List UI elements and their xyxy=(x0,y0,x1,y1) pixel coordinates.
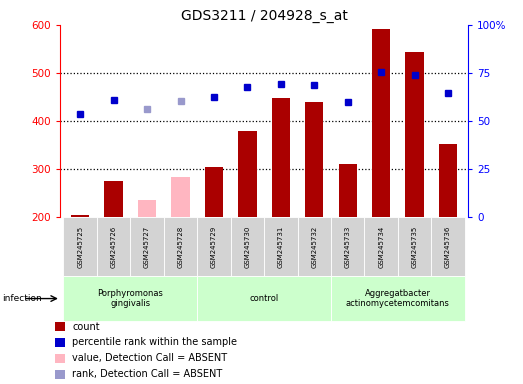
Bar xyxy=(231,217,264,276)
Bar xyxy=(97,217,130,276)
Text: GSM245727: GSM245727 xyxy=(144,225,150,268)
Bar xyxy=(55,338,65,347)
Bar xyxy=(71,215,89,217)
Bar xyxy=(405,52,424,217)
Bar xyxy=(130,217,164,276)
Title: GDS3211 / 204928_s_at: GDS3211 / 204928_s_at xyxy=(180,8,348,23)
Bar xyxy=(105,181,123,217)
Bar xyxy=(398,217,431,276)
Bar xyxy=(238,131,257,217)
Bar xyxy=(365,217,398,276)
Text: GSM245736: GSM245736 xyxy=(445,225,451,268)
Bar xyxy=(305,102,323,217)
Bar xyxy=(372,29,390,217)
Bar xyxy=(338,164,357,217)
Text: count: count xyxy=(72,322,100,332)
Bar xyxy=(197,276,331,321)
Text: value, Detection Call = ABSENT: value, Detection Call = ABSENT xyxy=(72,353,228,363)
Text: GSM245730: GSM245730 xyxy=(244,225,251,268)
Text: GSM245733: GSM245733 xyxy=(345,225,351,268)
Text: Aggregatbacter
actinomycetemcomitans: Aggregatbacter actinomycetemcomitans xyxy=(346,289,450,308)
Text: infection: infection xyxy=(3,294,42,303)
Bar xyxy=(172,177,190,217)
Text: GSM245735: GSM245735 xyxy=(412,225,417,268)
Text: GSM245726: GSM245726 xyxy=(111,225,117,268)
Text: GSM245725: GSM245725 xyxy=(77,226,83,268)
Bar xyxy=(63,276,197,321)
Text: GSM245734: GSM245734 xyxy=(378,225,384,268)
Bar xyxy=(431,217,465,276)
Text: percentile rank within the sample: percentile rank within the sample xyxy=(72,338,237,348)
Text: rank, Detection Call = ABSENT: rank, Detection Call = ABSENT xyxy=(72,369,222,379)
Text: Porphyromonas
gingivalis: Porphyromonas gingivalis xyxy=(97,289,163,308)
Bar xyxy=(264,217,298,276)
Text: GSM245729: GSM245729 xyxy=(211,225,217,268)
Bar xyxy=(63,217,97,276)
Bar xyxy=(331,276,465,321)
Bar xyxy=(205,167,223,217)
Bar xyxy=(439,144,457,217)
Text: GSM245731: GSM245731 xyxy=(278,225,284,268)
Bar xyxy=(197,217,231,276)
Bar xyxy=(55,322,65,331)
Bar xyxy=(55,370,65,379)
Bar xyxy=(138,200,156,217)
Text: control: control xyxy=(249,294,279,303)
Bar xyxy=(271,98,290,217)
Text: GSM245728: GSM245728 xyxy=(177,225,184,268)
Bar xyxy=(55,354,65,363)
Text: GSM245732: GSM245732 xyxy=(311,225,317,268)
Bar xyxy=(331,217,365,276)
Bar xyxy=(298,217,331,276)
Bar xyxy=(164,217,197,276)
